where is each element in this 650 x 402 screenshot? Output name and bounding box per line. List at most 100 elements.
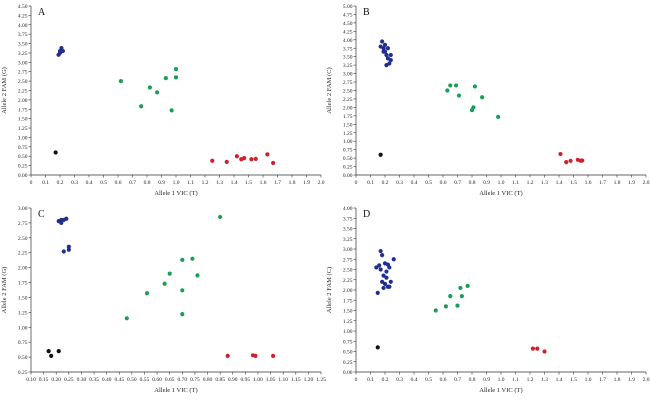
data-point <box>210 158 215 163</box>
x-tick-label: 1.6 <box>260 180 267 186</box>
data-point <box>190 256 195 261</box>
data-point <box>381 49 386 54</box>
y-tick-label: 1.50 <box>343 122 353 128</box>
data-point <box>270 353 276 358</box>
x-tick-label: 1.8 <box>289 180 296 186</box>
x-tick-label: 0.3 <box>71 180 78 186</box>
x-tick-label: 1.2 <box>202 180 209 186</box>
y-tick-label: 3.00 <box>343 72 353 78</box>
x-tick-label: 0.1 <box>367 180 374 186</box>
panel-letter: C <box>38 209 45 220</box>
data-point <box>542 349 547 354</box>
data-point <box>377 263 382 268</box>
data-point <box>375 345 380 350</box>
data-point <box>225 353 230 358</box>
y-tick-label: 0.75 <box>18 340 28 346</box>
data-point <box>381 46 386 51</box>
y-tick-label: 1.75 <box>18 107 28 113</box>
x-tick-label: 1.0 <box>173 180 180 186</box>
x-tick-label: 1.10 <box>278 377 288 383</box>
x-tick-label: 0.7 <box>454 180 461 186</box>
data-point <box>378 267 383 272</box>
x-tick-label: 0.2 <box>57 180 64 186</box>
data-point <box>195 273 200 278</box>
x-tick-label: 0.20 <box>51 377 61 383</box>
y-tick-label: 2.25 <box>343 278 353 284</box>
x-tick-label: 1.15 <box>291 377 301 383</box>
y-tick-label: 2.25 <box>18 251 28 257</box>
x-tick-label: 0.5 <box>100 180 107 186</box>
data-point <box>180 312 185 317</box>
y-tick-label: 2.50 <box>18 79 28 85</box>
x-tick-label: 2.0 <box>318 180 325 186</box>
x-tick-label: 0.85 <box>215 377 225 383</box>
y-tick-label: 1.00 <box>18 325 28 331</box>
x-tick-label: 1.5 <box>245 180 252 186</box>
x-tick-label: 0.8 <box>469 377 476 383</box>
x-tick-label: 0.45 <box>114 377 124 383</box>
y-tick-label: 3.25 <box>343 237 353 243</box>
x-tick-label: 0.75 <box>190 377 200 383</box>
x-tick-label: 0.25 <box>64 377 74 383</box>
data-point <box>180 257 185 262</box>
x-axis-label: Allele 1 VIC (T) <box>479 387 522 394</box>
x-tick-label: 1.7 <box>599 377 606 383</box>
x-tick-label: 1.9 <box>303 180 310 186</box>
y-tick-label: 3.00 <box>18 60 28 66</box>
data-point <box>433 308 438 313</box>
x-tick-label: 0 <box>355 180 358 186</box>
x-tick-label: 1.1 <box>512 377 519 383</box>
y-tick-label: 1.00 <box>18 135 28 141</box>
y-axis-label: Allele 2 FAM (G) <box>1 67 8 114</box>
y-tick-label: 2.50 <box>18 236 28 242</box>
x-tick-label: 0.2 <box>382 377 389 383</box>
y-tick-label: 1.75 <box>343 298 353 304</box>
y-tick-label: 3.50 <box>18 42 28 48</box>
x-tick-label: 1.6 <box>585 180 592 186</box>
data-point <box>173 66 179 72</box>
data-point <box>144 291 150 296</box>
x-tick-label: 0.5 <box>425 180 432 186</box>
x-tick-label: 0.15 <box>39 377 49 383</box>
y-tick-label: 1.00 <box>343 139 353 145</box>
y-tick-label: 0.00 <box>18 173 28 179</box>
y-tick-label: 4.00 <box>18 23 28 29</box>
x-tick-label: 0.65 <box>165 377 175 383</box>
x-tick-label: 1.4 <box>231 180 238 186</box>
data-point <box>46 349 51 354</box>
scatter-panel-b: 0 0.1 0.2 0.3 0.4 0.5 0.6 0.7 0.8 0.9 1.0 1.1 1.2 1.3… <box>326 4 650 197</box>
data-point <box>169 108 174 113</box>
data-point <box>253 156 258 161</box>
x-tick-label: 1.5 <box>570 180 577 186</box>
x-tick-label: 0.50 <box>127 377 137 383</box>
y-tick-label: 0.00 <box>343 173 353 179</box>
y-tick-label: 0.25 <box>343 165 353 171</box>
data-point <box>535 346 540 351</box>
data-point <box>380 279 385 284</box>
y-tick-label: 2.25 <box>343 97 353 103</box>
y-tick-label: 3.00 <box>18 206 28 212</box>
x-tick-label: 0.60 <box>152 377 162 383</box>
y-tick-label: 3.50 <box>343 227 353 233</box>
y-tick-label: 1.25 <box>18 126 28 132</box>
x-tick-label: 0.10 <box>26 377 36 383</box>
data-point <box>139 104 144 109</box>
data-point <box>458 285 463 291</box>
data-point <box>249 157 254 162</box>
x-tick-label: 1.7 <box>599 180 606 186</box>
x-tick-label: 1.20 <box>304 377 314 383</box>
x-tick-label: 0.4 <box>86 180 93 186</box>
x-tick-label: 0.90 <box>228 377 238 383</box>
y-tick-label: 1.25 <box>343 319 353 325</box>
y-tick-label: 5.00 <box>343 4 353 10</box>
x-tick-label: 0.8 <box>144 180 151 186</box>
data-point <box>382 281 388 286</box>
data-point <box>388 52 393 58</box>
y-tick-label: 1.50 <box>343 309 353 315</box>
y-tick-label: 3.25 <box>18 51 28 57</box>
data-point <box>472 84 477 89</box>
y-tick-label: 2.00 <box>18 98 28 104</box>
data-point <box>382 42 388 47</box>
x-tick-label: 0 <box>30 180 33 186</box>
x-tick-label: 0.30 <box>77 377 87 383</box>
